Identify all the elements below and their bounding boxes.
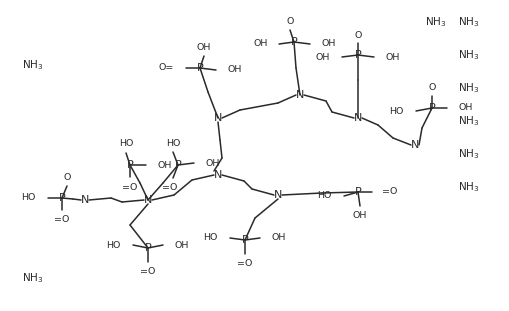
Text: =O: =O [381, 188, 397, 197]
Text: O: O [63, 174, 71, 183]
Text: OH: OH [352, 211, 366, 220]
Text: P: P [196, 63, 203, 73]
Text: OH: OH [175, 240, 189, 249]
Text: P: P [290, 37, 297, 47]
Text: O=: O= [158, 63, 174, 72]
Text: P: P [59, 193, 65, 203]
Text: N: N [144, 195, 152, 205]
Text: NH$_3$: NH$_3$ [457, 81, 478, 95]
Text: =O: =O [140, 267, 155, 276]
Text: N: N [213, 170, 222, 180]
Text: P: P [174, 160, 181, 170]
Text: OH: OH [158, 160, 172, 169]
Text: HO: HO [203, 234, 217, 243]
Text: HO: HO [119, 138, 133, 147]
Text: HO: HO [21, 193, 36, 202]
Text: OH: OH [271, 234, 286, 243]
Text: OH: OH [206, 159, 220, 168]
Text: HO: HO [317, 192, 331, 201]
Text: P: P [354, 50, 361, 60]
Text: N: N [410, 140, 418, 150]
Text: HO: HO [389, 106, 403, 115]
Text: P: P [241, 235, 248, 245]
Text: HO: HO [106, 240, 121, 249]
Text: NH$_3$: NH$_3$ [22, 58, 43, 72]
Text: OH: OH [315, 53, 329, 62]
Text: NH$_3$: NH$_3$ [457, 15, 478, 29]
Text: NH$_3$: NH$_3$ [424, 15, 445, 29]
Text: NH$_3$: NH$_3$ [457, 114, 478, 128]
Text: OH: OH [196, 44, 211, 53]
Text: N: N [273, 190, 281, 200]
Text: P: P [145, 243, 151, 253]
Text: OH: OH [228, 66, 242, 75]
Text: N: N [80, 195, 89, 205]
Text: NH$_3$: NH$_3$ [457, 180, 478, 194]
Text: =O: =O [162, 183, 177, 192]
Text: O: O [286, 17, 293, 26]
Text: =O: =O [122, 183, 137, 192]
Text: N: N [295, 90, 303, 100]
Text: N: N [213, 113, 222, 123]
Text: OH: OH [321, 39, 336, 49]
Text: NH$_3$: NH$_3$ [457, 147, 478, 161]
Text: NH$_3$: NH$_3$ [22, 271, 43, 285]
Text: P: P [126, 160, 133, 170]
Text: OH: OH [253, 39, 267, 49]
Text: O: O [354, 30, 361, 39]
Text: NH$_3$: NH$_3$ [457, 48, 478, 62]
Text: N: N [353, 113, 361, 123]
Text: P: P [354, 187, 361, 197]
Text: =O: =O [54, 216, 70, 225]
Text: =O: =O [237, 259, 252, 268]
Text: P: P [428, 103, 435, 113]
Text: OH: OH [385, 53, 400, 62]
Text: HO: HO [165, 138, 180, 147]
Text: O: O [428, 83, 435, 92]
Text: OH: OH [458, 104, 472, 113]
